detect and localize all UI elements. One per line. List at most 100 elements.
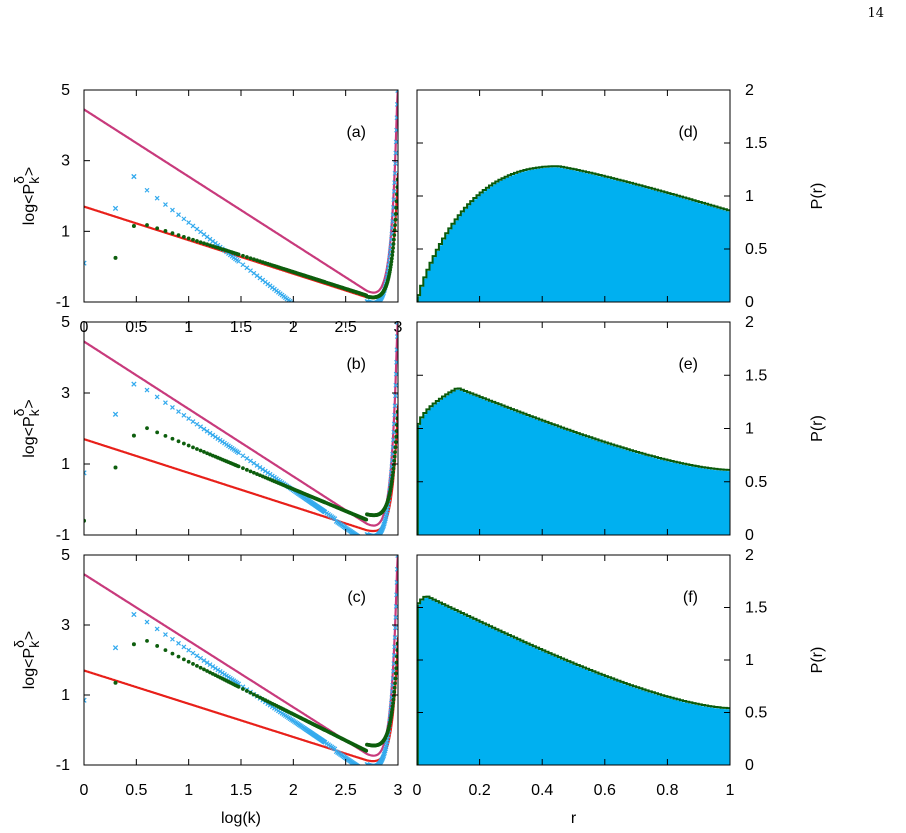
y-axis-label-close: > (21, 167, 38, 176)
cyan-point (176, 212, 181, 218)
cyan-point (320, 324, 324, 328)
cyan-point (394, 115, 398, 121)
green-point (205, 451, 209, 456)
green-point (394, 199, 398, 204)
green-point (236, 252, 241, 257)
green-point (390, 473, 395, 478)
cyan-point (341, 340, 345, 344)
cyan-point (294, 304, 298, 308)
red-curve-line (84, 405, 398, 533)
cyan-point (318, 323, 322, 327)
green-point (389, 479, 394, 484)
cyan-point (131, 173, 137, 180)
cyan-point (181, 216, 187, 222)
green-point (244, 467, 249, 472)
cyan-point (316, 321, 320, 325)
histogram-bars (417, 597, 730, 765)
cyan-point (363, 769, 367, 773)
cyan-point (320, 324, 324, 328)
cyan-point (322, 325, 326, 329)
cyan-point (393, 393, 398, 399)
y-tick-label: 1.5 (745, 600, 767, 617)
green-point (181, 441, 186, 446)
histogram-outline (417, 165, 730, 297)
green-point (236, 684, 241, 689)
green-point (244, 255, 249, 259)
cyan-point (194, 653, 200, 659)
plot-area (417, 165, 730, 302)
panel-f: 0 0.5 1 1.5 2 0 0.2 0.4 0.6 0.8 1 (f) P(r) r (413, 547, 826, 827)
y-tick-label: -1 (56, 757, 70, 774)
cyan-point (240, 453, 246, 459)
green-point (113, 680, 118, 685)
panel-label: (e) (678, 356, 698, 373)
green-point (395, 648, 398, 653)
y-tick-label: 1 (745, 652, 754, 669)
green-point (176, 439, 181, 444)
green-point (195, 447, 199, 451)
cyan-point (244, 456, 250, 461)
cyan-point (144, 619, 150, 625)
green-point (393, 440, 398, 445)
cyan-point (393, 625, 398, 631)
y-axis-label-base: log<P (21, 184, 38, 225)
cyan-point (300, 308, 304, 312)
cyan-point (358, 536, 362, 540)
y-tick-label: 2 (745, 82, 754, 99)
panel-label: (a) (346, 124, 366, 141)
green-point (394, 660, 398, 665)
y-tick-label: 1 (745, 421, 754, 438)
green-point (393, 671, 398, 676)
green-point (364, 517, 369, 522)
cyan-point (360, 767, 364, 771)
cyan-point (190, 650, 196, 656)
cyan-point (327, 329, 331, 333)
cyan-point (308, 315, 312, 319)
green-point (176, 654, 181, 659)
histogram-bars (417, 389, 730, 535)
y-tick-label: 1 (61, 223, 70, 240)
x-tick-label: 2.5 (335, 782, 357, 799)
green-point (186, 236, 191, 241)
cyan-point (352, 349, 356, 353)
green-point (395, 416, 398, 421)
panel-b: -1 1 3 5 (b) log<Pkδ> (11, 314, 399, 544)
x-tick-label: 0.8 (656, 782, 678, 799)
green-point (186, 443, 191, 448)
green-point (393, 676, 398, 681)
green-point (395, 192, 398, 197)
cyan-point (303, 311, 307, 315)
green-point (163, 433, 168, 438)
green-point (394, 666, 398, 671)
cyan-point (394, 334, 398, 339)
cyan-point (201, 426, 207, 432)
green-point (248, 690, 253, 695)
green-point (393, 223, 397, 228)
cyan-point (328, 330, 332, 334)
green-point (186, 659, 191, 664)
cyan-point (306, 313, 310, 317)
cyan-point (297, 306, 301, 310)
cyan-point (350, 347, 354, 351)
y-axis-label-close: > (21, 631, 38, 640)
axes-frame (83, 321, 399, 536)
green-point (202, 241, 206, 246)
green-point (145, 223, 149, 227)
y-tick-label: 0 (745, 294, 754, 311)
cyan-point (84, 470, 87, 476)
cyan-point (302, 310, 306, 314)
cyan-point (186, 647, 192, 653)
green-point (392, 685, 397, 690)
cyan-point (393, 382, 398, 388)
cyan-point (354, 351, 358, 355)
x-tick-label: 1 (184, 782, 193, 799)
x-tick-label: 0.4 (531, 782, 553, 799)
cyan-point (345, 344, 349, 348)
cyan-point (312, 318, 316, 322)
cyan-point (359, 766, 363, 770)
plot-area (417, 387, 730, 535)
green-point (391, 466, 396, 471)
green-point (364, 748, 369, 753)
cyan-point (170, 207, 175, 213)
cyan-point (347, 345, 351, 349)
